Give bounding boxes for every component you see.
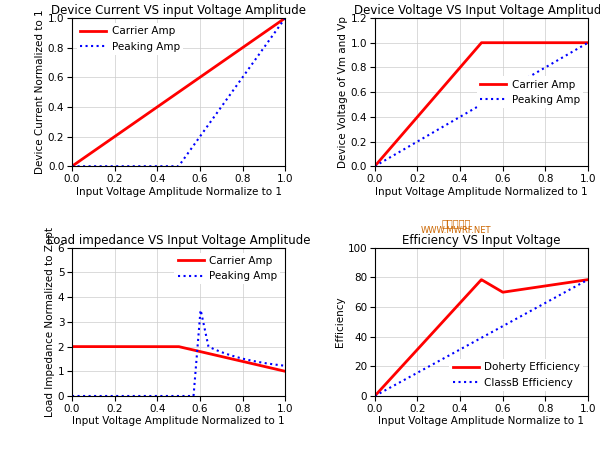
ClassB Efficiency — [518, 313, 525, 319]
Carrier Amp — [235, 358, 242, 363]
X-axis label: Input Voltage Amplitude Normalized to 1: Input Voltage Amplitude Normalized to 1 — [375, 187, 588, 197]
ClassB Efficiency — [457, 346, 464, 351]
Carrier Amp — [215, 353, 222, 359]
Y-axis label: Efficiency: Efficiency — [335, 297, 345, 347]
Carrier Amp — [538, 40, 545, 45]
Y-axis label: Load Impedance Normalized to Zopt: Load Impedance Normalized to Zopt — [45, 227, 55, 417]
Carrier Amp — [163, 98, 170, 104]
Peaking Amp — [235, 81, 242, 86]
Peaking Amp — [281, 15, 289, 21]
Carrier Amp — [584, 40, 592, 45]
Carrier Amp — [163, 344, 170, 349]
ClassB Efficiency — [371, 393, 379, 399]
Peaking Amp — [541, 65, 548, 70]
Carrier Amp — [239, 359, 246, 364]
Peaking Amp — [163, 163, 170, 169]
Title: Device Voltage VS Input Voltage Amplitude: Device Voltage VS Input Voltage Amplitud… — [354, 4, 600, 17]
Carrier Amp — [393, 138, 400, 144]
Peaking Amp — [197, 307, 205, 313]
X-axis label: Input Voltage Amplitude Normalize to 1: Input Voltage Amplitude Normalize to 1 — [379, 416, 584, 427]
Carrier Amp — [281, 369, 289, 374]
Legend: Doherty Efficiency, ClassB Efficiency: Doherty Efficiency, ClassB Efficiency — [449, 360, 583, 391]
Peaking Amp — [457, 113, 464, 119]
Carrier Amp — [239, 45, 246, 51]
Peaking Amp — [465, 109, 472, 115]
Peaking Amp — [68, 393, 76, 399]
Doherty Efficiency — [371, 393, 379, 399]
Line: Peaking Amp: Peaking Amp — [72, 18, 285, 166]
Carrier Amp — [155, 344, 162, 349]
Carrier Amp — [215, 62, 222, 67]
Carrier Amp — [235, 48, 242, 54]
Carrier Amp — [457, 63, 464, 69]
ClassB Efficiency — [465, 342, 472, 347]
Line: Peaking Amp: Peaking Amp — [375, 43, 588, 166]
Peaking Amp — [371, 163, 379, 169]
Peaking Amp — [155, 393, 162, 399]
ClassB Efficiency — [541, 301, 548, 306]
Peaking Amp — [215, 108, 222, 113]
Title: Device Current VS input Voltage Amplitude: Device Current VS input Voltage Amplitud… — [51, 4, 306, 17]
Carrier Amp — [371, 163, 379, 169]
Peaking Amp — [239, 356, 246, 361]
Peaking Amp — [163, 393, 170, 399]
Doherty Efficiency — [457, 299, 464, 305]
Carrier Amp — [90, 148, 97, 154]
Carrier Amp — [90, 344, 97, 349]
Peaking Amp — [239, 75, 246, 81]
Doherty Efficiency — [518, 287, 525, 292]
Peaking Amp — [538, 67, 545, 72]
Y-axis label: Device Voltage of Vm and Vp: Device Voltage of Vm and Vp — [338, 16, 348, 168]
Carrier Amp — [68, 163, 76, 169]
Text: WWW.MWRF.NET: WWW.MWRF.NET — [421, 226, 491, 235]
Line: Carrier Amp: Carrier Amp — [72, 346, 285, 371]
Carrier Amp — [281, 15, 289, 21]
Peaking Amp — [393, 151, 400, 156]
X-axis label: Input Voltage Amplitude Normalize to 1: Input Voltage Amplitude Normalize to 1 — [76, 187, 281, 197]
Title: Load impedance VS Input Voltage Amplitude: Load impedance VS Input Voltage Amplitud… — [47, 234, 310, 247]
Title: Efficiency VS Input Voltage: Efficiency VS Input Voltage — [402, 234, 560, 247]
Peaking Amp — [584, 40, 592, 45]
Doherty Efficiency — [584, 277, 592, 282]
Line: Carrier Amp: Carrier Amp — [72, 18, 285, 166]
Doherty Efficiency — [541, 284, 548, 289]
ClassB Efficiency — [393, 382, 400, 387]
X-axis label: Input Voltage Amplitude Normalized to 1: Input Voltage Amplitude Normalized to 1 — [72, 416, 285, 427]
Peaking Amp — [90, 393, 97, 399]
Peaking Amp — [68, 163, 76, 169]
Y-axis label: Device Current Normalized to 1: Device Current Normalized to 1 — [35, 10, 45, 175]
Peaking Amp — [518, 79, 525, 84]
Carrier Amp — [68, 344, 76, 349]
Legend: Carrier Amp, Peaking Amp: Carrier Amp, Peaking Amp — [175, 253, 280, 284]
Carrier Amp — [155, 104, 162, 109]
Carrier Amp — [478, 40, 485, 45]
Line: ClassB Efficiency: ClassB Efficiency — [375, 279, 588, 396]
Peaking Amp — [215, 348, 222, 354]
Doherty Efficiency — [538, 284, 545, 289]
ClassB Efficiency — [584, 277, 592, 282]
Carrier Amp — [518, 40, 525, 45]
Legend: Carrier Amp, Peaking Amp: Carrier Amp, Peaking Amp — [77, 23, 183, 54]
Doherty Efficiency — [465, 291, 472, 296]
Peaking Amp — [155, 163, 162, 169]
ClassB Efficiency — [538, 302, 545, 308]
Line: Carrier Amp: Carrier Amp — [375, 43, 588, 166]
Doherty Efficiency — [393, 369, 400, 375]
Peaking Amp — [90, 163, 97, 169]
Line: Peaking Amp: Peaking Amp — [72, 310, 285, 396]
Peaking Amp — [235, 355, 242, 360]
Legend: Carrier Amp, Peaking Amp: Carrier Amp, Peaking Amp — [477, 76, 583, 108]
Line: Doherty Efficiency: Doherty Efficiency — [375, 279, 588, 396]
Carrier Amp — [541, 40, 548, 45]
Peaking Amp — [281, 363, 289, 369]
Text: 微波射频网: 微波射频网 — [442, 218, 470, 228]
Carrier Amp — [465, 55, 472, 60]
